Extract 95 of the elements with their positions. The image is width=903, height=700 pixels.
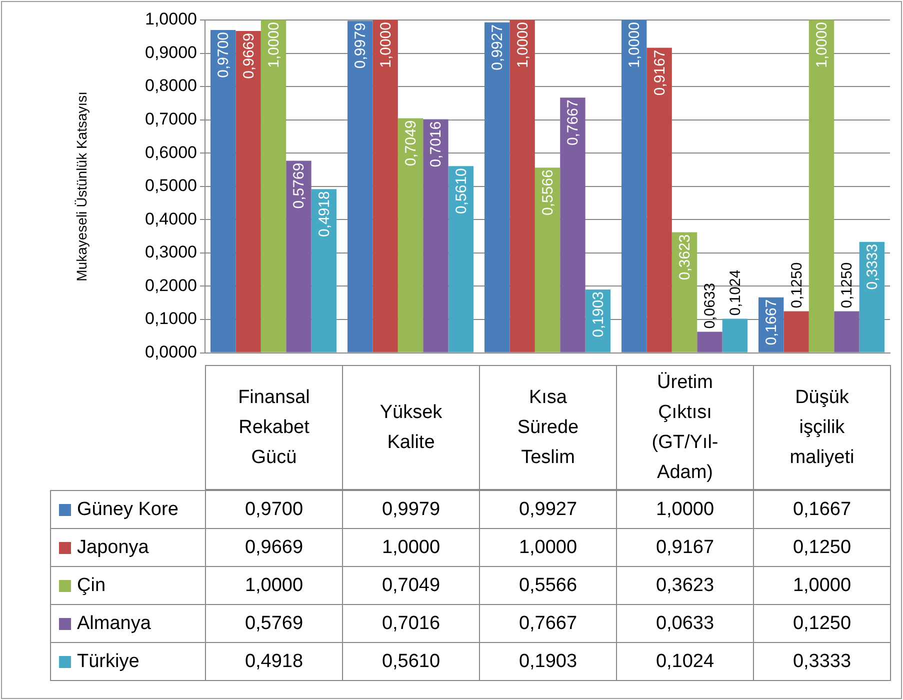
- bar: [448, 166, 474, 352]
- data-label: 0,1667: [753, 490, 891, 529]
- text: 0,7049: [402, 120, 420, 166]
- data-label: 0,9700: [205, 490, 343, 529]
- bar: [210, 30, 236, 352]
- text: 0,9167: [651, 50, 668, 96]
- text: 0,1024: [726, 270, 744, 316]
- text: 0,5769: [290, 162, 308, 209]
- data-label: 0,9669: [205, 528, 343, 567]
- data-label: 0,9979: [342, 490, 480, 529]
- bar: [398, 118, 424, 352]
- text: 0,9669: [240, 33, 258, 79]
- text: 0,9700: [215, 32, 232, 78]
- data-label: 0,3333: [753, 642, 891, 681]
- bar: [784, 311, 809, 352]
- data-label: 0,0633: [616, 604, 754, 643]
- text: 0,7667: [564, 100, 582, 146]
- y-tick-label: 0,2000: [145, 276, 197, 295]
- bar: [347, 20, 373, 352]
- x-tick-label: Düşük işçilik maliyeti: [753, 365, 891, 490]
- bar: [236, 31, 261, 352]
- text: 0,3333: [864, 244, 881, 290]
- data-label: 0,5610: [342, 642, 480, 681]
- data-label: 0,1250: [753, 528, 891, 567]
- text: 0,5566: [540, 170, 556, 216]
- data-label: 0,3623: [616, 566, 754, 605]
- data-label: 0,7049: [342, 566, 480, 605]
- x-tick-label: Finansal Rekabet Gücü: [205, 365, 343, 490]
- data-label: 0,5566: [479, 566, 617, 605]
- data-label: 0,7016: [342, 604, 480, 643]
- y-tick-label: 0,6000: [145, 142, 197, 162]
- data-label: 0,1250: [753, 604, 891, 643]
- bar: [286, 160, 312, 352]
- data-label: 0,9167: [616, 528, 754, 567]
- text: 1,0000: [814, 22, 830, 68]
- bar: [672, 232, 698, 352]
- text: 0,0633: [702, 282, 719, 329]
- y-tick-label: 0,8000: [145, 76, 197, 96]
- bar: [621, 20, 647, 352]
- text: 0,1903: [590, 291, 607, 338]
- bar: [560, 98, 586, 352]
- text: 0,7016: [428, 121, 445, 168]
- y-tick-label: 1,0000: [145, 10, 197, 29]
- x-tick-label: Kısa Sürede Teslim: [479, 365, 617, 490]
- y-tick-label: 0,0000: [145, 342, 197, 362]
- text: 0,4918: [316, 191, 333, 238]
- y-tick-label: 0,5000: [145, 176, 197, 196]
- bar: [311, 189, 337, 352]
- data-label: 0,7667: [479, 604, 617, 643]
- legend-label: Güney Kore: [77, 498, 178, 520]
- bar: [646, 48, 672, 352]
- text: 1,0000: [514, 22, 532, 68]
- bar: [534, 168, 560, 352]
- y-axis-title: Mukayeseli Üstünlük Katsayısı: [73, 91, 90, 282]
- data-label: 0,4918: [205, 642, 343, 681]
- x-tick-label: Üretim Çıktısı (GT/Yıl-Adam): [616, 365, 754, 490]
- legend-label: Almanya: [77, 612, 151, 634]
- bar: [859, 242, 885, 352]
- text: 0,1250: [788, 262, 806, 308]
- y-tick-label: 0,4000: [145, 209, 197, 228]
- bar: [510, 20, 535, 352]
- bar: [834, 311, 860, 352]
- data-label: 0,9927: [479, 490, 617, 529]
- bar: [484, 22, 510, 352]
- x-tick-label: Yüksek Kalite: [342, 365, 480, 490]
- data-label: 1,0000: [205, 566, 343, 605]
- text: 1,0000: [266, 22, 282, 68]
- data-label: 1,0000: [753, 566, 891, 605]
- y-tick-label: 0,9000: [145, 42, 197, 62]
- legend-label: Çin: [77, 574, 106, 596]
- text: 1,0000: [626, 22, 644, 68]
- text: 0,9927: [489, 24, 506, 70]
- text: 0,1250: [838, 262, 856, 308]
- data-label: 1,0000: [342, 528, 480, 567]
- y-tick-label: 0,1000: [145, 309, 197, 328]
- text: 0,9979: [352, 22, 370, 69]
- data-label: 0,5769: [205, 604, 343, 643]
- text: 0,1667: [763, 299, 780, 346]
- bar: [722, 318, 748, 352]
- text: 0,3623: [676, 234, 694, 280]
- data-label: 1,0000: [479, 528, 617, 567]
- text: 1,0000: [377, 22, 394, 68]
- y-tick-label: 0,7000: [145, 110, 197, 129]
- bar: [697, 332, 722, 352]
- data-label: 1,0000: [616, 490, 754, 529]
- bar: [808, 20, 834, 352]
- bar: [423, 119, 448, 352]
- data-label: 0,1024: [616, 642, 754, 681]
- y-tick-label: 0,3000: [145, 242, 197, 262]
- bar: [372, 20, 398, 352]
- data-label: 0,1903: [479, 642, 617, 681]
- legend-label: Japonya: [77, 536, 149, 558]
- bar: [260, 20, 286, 352]
- legend-label: Türkiye: [77, 650, 140, 672]
- text: 0,5610: [452, 168, 470, 214]
